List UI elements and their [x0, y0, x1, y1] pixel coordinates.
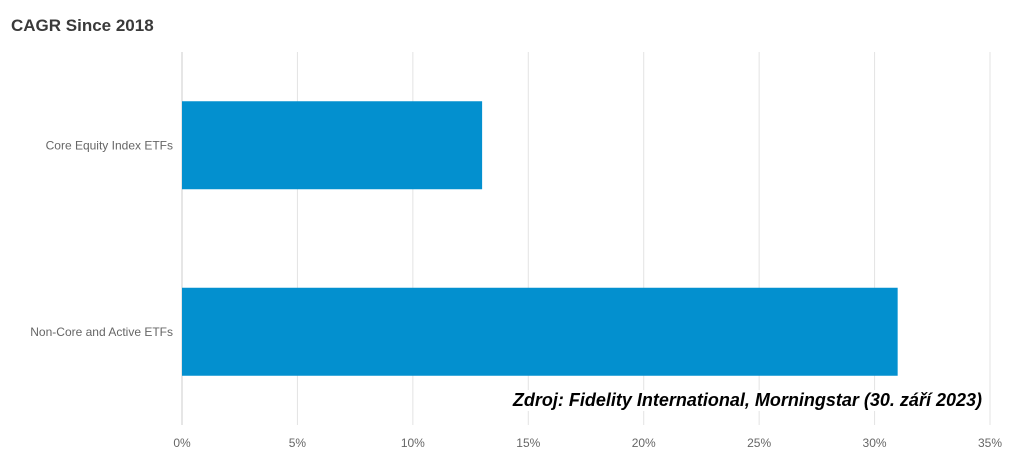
- x-tick-label: 30%: [863, 436, 887, 450]
- category-labels: Core Equity Index ETFs Non-Core and Activ…: [30, 138, 173, 339]
- x-tick-label: 15%: [516, 436, 540, 450]
- x-tick-labels: 0% 5% 10% 15% 20% 25% 30% 35%: [173, 436, 1002, 450]
- bar: [182, 287, 898, 376]
- source-note: Zdroj: Fidelity International, Morningst…: [512, 390, 982, 411]
- x-tick-label: 5%: [289, 436, 307, 450]
- category-label: Non-Core and Active ETFs: [30, 325, 173, 339]
- x-tick-label: 10%: [401, 436, 425, 450]
- chart-title: CAGR Since 2018: [11, 16, 154, 35]
- bar: [182, 101, 483, 190]
- category-label: Core Equity Index ETFs: [46, 138, 173, 152]
- bars: [182, 101, 898, 376]
- x-tick-label: 35%: [978, 436, 1002, 450]
- x-tick-label: 25%: [747, 436, 771, 450]
- x-tick-label: 0%: [173, 436, 191, 450]
- x-tick-label: 20%: [632, 436, 656, 450]
